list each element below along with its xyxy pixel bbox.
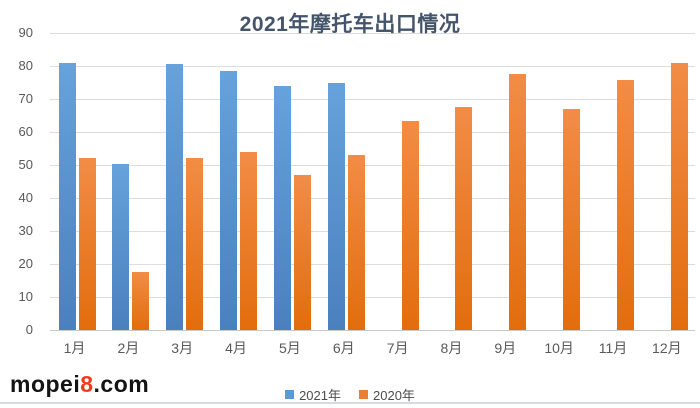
y-axis-tick-label-0: 0 [25,322,33,337]
bar-2021年-3月 [166,64,184,330]
watermark-highlight: 8 [80,371,94,397]
chart-legend: 2021年 2020年 [0,385,700,404]
y-axis-tick-label-50: 50 [18,157,33,172]
bar-2020年-5月 [293,174,311,330]
gridline-40 [50,198,695,199]
chart-title: 2021年摩托车出口情况 [239,13,461,36]
watermark-prefix: mopei [10,371,81,397]
x-axis-label-8月: 8月 [440,340,463,356]
y-axis-tick-label-10: 10 [18,289,33,304]
bar-2020年-9月 [509,73,527,330]
gridline-80 [50,66,695,67]
y-axis-tick-label-80: 80 [18,58,33,73]
gridline-20 [50,264,695,265]
gridline-10 [50,297,695,298]
bar-2020年-3月 [186,158,204,330]
bar-2020年-1月 [78,158,96,330]
x-axis-label-1月: 1月 [63,340,86,356]
bar-2021年-6月 [327,82,345,330]
bar-2020年-7月 [401,121,419,330]
legend-item-2021: 2021年 [285,385,341,404]
gridline-30 [50,231,695,232]
x-axis-label-10月: 10月 [544,340,574,356]
bar-2021年-5月 [273,85,291,330]
bar-2020年-4月 [240,151,258,330]
bar-2021年-2月 [112,164,130,330]
y-axis-tick-label-60: 60 [18,124,33,139]
x-axis-label-2月: 2月 [117,340,140,356]
bar-2020年-10月 [563,108,581,330]
bar-2020年-11月 [617,80,634,330]
gridline-50 [50,165,695,166]
x-axis-label-7月: 7月 [386,340,409,356]
legend-label-2020: 2020年 [373,388,415,403]
x-axis-label-4月: 4月 [225,340,247,356]
watermark: mopei8.com [10,371,149,398]
legend-swatch-2021-icon [285,390,295,399]
gridline-90 [50,33,695,34]
bar-2021年-4月 [220,70,238,330]
y-axis-tick-label-90: 90 [18,25,33,40]
x-axis-label-3月: 3月 [171,340,194,356]
bar-2020年-6月 [347,155,365,330]
x-axis-label-5月: 5月 [278,340,301,356]
y-axis-tick-label-40: 40 [18,190,33,205]
x-axis-label-6月: 6月 [332,340,355,356]
x-axis-label-12月: 12月 [652,340,682,356]
gridline-70 [50,99,695,100]
y-axis-tick-label-70: 70 [18,91,33,106]
bottom-border-line [0,402,700,404]
x-axis-line [50,330,695,331]
y-axis-tick-label-20: 20 [18,256,33,271]
bar-2021年-1月 [58,62,76,330]
legend-label-2021: 2021年 [299,388,341,403]
gridline-60 [50,132,695,133]
bar-2020年-12月 [670,62,688,330]
x-axis-label-9月: 9月 [494,340,517,356]
legend-item-2020: 2020年 [359,385,415,404]
y-axis-tick-label-30: 30 [18,223,33,238]
bar-2020年-2月 [132,271,150,330]
legend-swatch-2020-icon [359,390,368,399]
watermark-suffix: .com [93,371,150,397]
x-axis-label-11月: 11月 [598,340,628,356]
bar-2020年-8月 [455,106,473,330]
